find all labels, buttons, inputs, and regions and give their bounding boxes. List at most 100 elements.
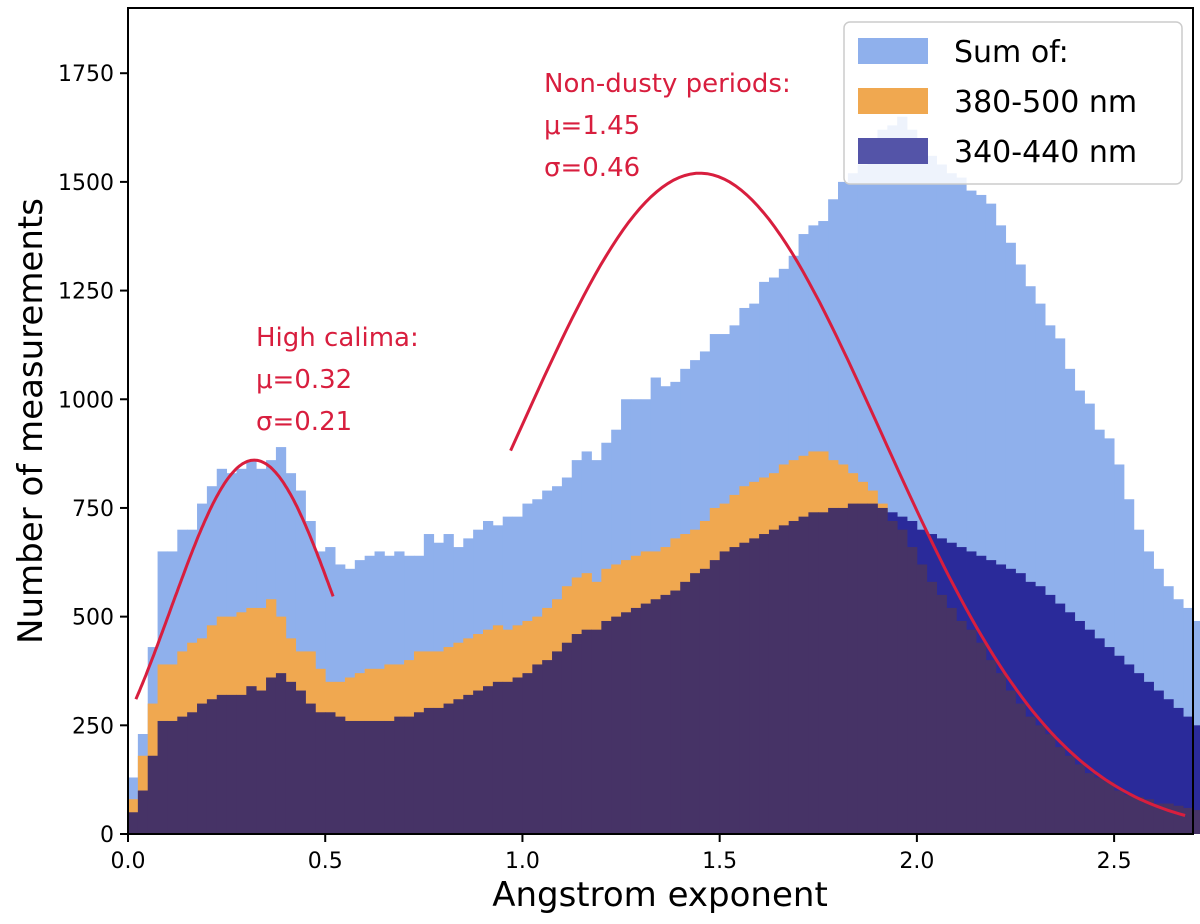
- bar-overlap: [1074, 764, 1085, 834]
- legend-swatch-sum: [858, 38, 928, 64]
- bar-sum: [1104, 438, 1115, 834]
- bar-overlap: [788, 520, 799, 834]
- bar-overlap: [157, 720, 168, 834]
- legend-box: [843, 21, 1183, 185]
- bar-sum: [1064, 368, 1076, 834]
- annotation-high-calima-label: High calima:: [256, 323, 419, 353]
- bar-overlap: [798, 516, 809, 834]
- bar-overlap: [167, 720, 178, 834]
- annotation-non-dusty: Non-dusty periods: μ=1.45 σ=0.46: [544, 69, 791, 183]
- y-tick-label: 500: [72, 606, 114, 631]
- bar-overlap: [187, 712, 198, 834]
- bar-overlap: [916, 564, 928, 834]
- bar-overlap: [1173, 805, 1184, 834]
- bar-overlap: [492, 681, 504, 834]
- bar-overlap: [857, 503, 868, 834]
- annotation-non-dusty-sigma: σ=0.46: [544, 153, 640, 183]
- bar-overlap: [266, 677, 277, 834]
- bar-overlap: [1153, 803, 1164, 834]
- x-axis-label: Angstrom exponent: [492, 875, 828, 915]
- bar-340-440: [1035, 586, 1046, 834]
- bar-overlap: [1193, 810, 1200, 834]
- bar-overlap: [305, 703, 316, 834]
- bar-overlap: [443, 703, 454, 834]
- bar-overlap: [926, 581, 938, 834]
- x-tick-label: 2.0: [899, 849, 934, 874]
- bar-overlap: [907, 547, 918, 834]
- bar-overlap: [522, 673, 533, 834]
- bar-overlap: [413, 712, 425, 834]
- bar-340-440: [1183, 716, 1194, 834]
- bar-overlap: [275, 673, 287, 834]
- bar-sum: [1025, 286, 1036, 834]
- bar-overlap: [354, 720, 366, 834]
- bar-overlap: [946, 607, 957, 834]
- bar-overlap: [818, 512, 829, 834]
- bar-340-440: [1045, 594, 1056, 834]
- bar-340-440: [1143, 681, 1154, 834]
- bar-340-440: [1133, 673, 1145, 834]
- bar-sum: [1005, 242, 1016, 835]
- annotation-non-dusty-label: Non-dusty periods:: [544, 69, 791, 99]
- y-tick-label: 750: [72, 497, 114, 522]
- bar-overlap: [404, 716, 415, 834]
- bar-overlap: [887, 520, 898, 834]
- bar-overlap: [1084, 773, 1095, 834]
- bar-overlap: [759, 534, 770, 834]
- bar-overlap: [591, 629, 602, 834]
- bar-overlap: [739, 542, 750, 834]
- bar-340-440: [1173, 707, 1184, 834]
- y-tick-label: 1000: [58, 388, 114, 413]
- bar-overlap: [364, 720, 375, 834]
- bar-overlap: [344, 720, 356, 834]
- bar-overlap: [571, 634, 583, 834]
- bar-sum: [1084, 403, 1095, 834]
- bar-sum: [956, 177, 967, 834]
- bar-overlap: [1045, 734, 1056, 834]
- histogram-bars: [128, 116, 1200, 835]
- bar-overlap: [561, 642, 573, 834]
- bar-overlap: [749, 538, 760, 834]
- bar-340-440: [1104, 647, 1115, 834]
- bar-overlap: [552, 651, 563, 834]
- bar-sum: [1114, 464, 1125, 834]
- bar-overlap: [1143, 799, 1154, 834]
- bar-overlap: [483, 686, 494, 834]
- bar-overlap: [246, 686, 257, 834]
- bar-overlap: [128, 812, 139, 834]
- x-axis-ticks: 0.0 0.5 1.0 1.5 2.0 2.5: [111, 834, 1132, 874]
- bar-overlap: [699, 568, 711, 834]
- bar-overlap: [1104, 781, 1115, 834]
- bar-overlap: [995, 673, 1007, 834]
- bar-overlap: [847, 503, 859, 834]
- bar-overlap: [1064, 755, 1076, 834]
- bar-overlap: [473, 690, 484, 834]
- bar-overlap: [1133, 797, 1145, 834]
- bar-overlap: [621, 612, 632, 834]
- bar-overlap: [1114, 790, 1125, 834]
- bar-overlap: [295, 690, 306, 834]
- bar-overlap: [966, 629, 977, 834]
- bar-overlap: [256, 690, 267, 834]
- bar-overlap: [611, 616, 622, 834]
- bar-sum: [995, 225, 1007, 835]
- bar-340-440: [1054, 603, 1066, 834]
- bar-overlap: [985, 660, 997, 834]
- fit-curve-1: [509, 171, 1186, 817]
- bar-overlap: [768, 529, 780, 834]
- bar-overlap: [709, 560, 721, 834]
- bar-overlap: [236, 694, 247, 834]
- bar-340-440: [1114, 655, 1125, 834]
- bar-340-440: [1193, 725, 1200, 834]
- bar-overlap: [137, 790, 149, 834]
- bar-overlap: [502, 681, 513, 834]
- bar-overlap: [778, 525, 790, 834]
- bar-overlap: [335, 716, 346, 834]
- x-tick-label: 1.0: [505, 849, 540, 874]
- bar-sum: [966, 190, 977, 834]
- annotation-high-calima-mu: μ=0.32: [256, 365, 352, 395]
- bar-overlap: [512, 677, 523, 834]
- bar-overlap: [1005, 690, 1016, 834]
- bar-overlap: [630, 607, 642, 834]
